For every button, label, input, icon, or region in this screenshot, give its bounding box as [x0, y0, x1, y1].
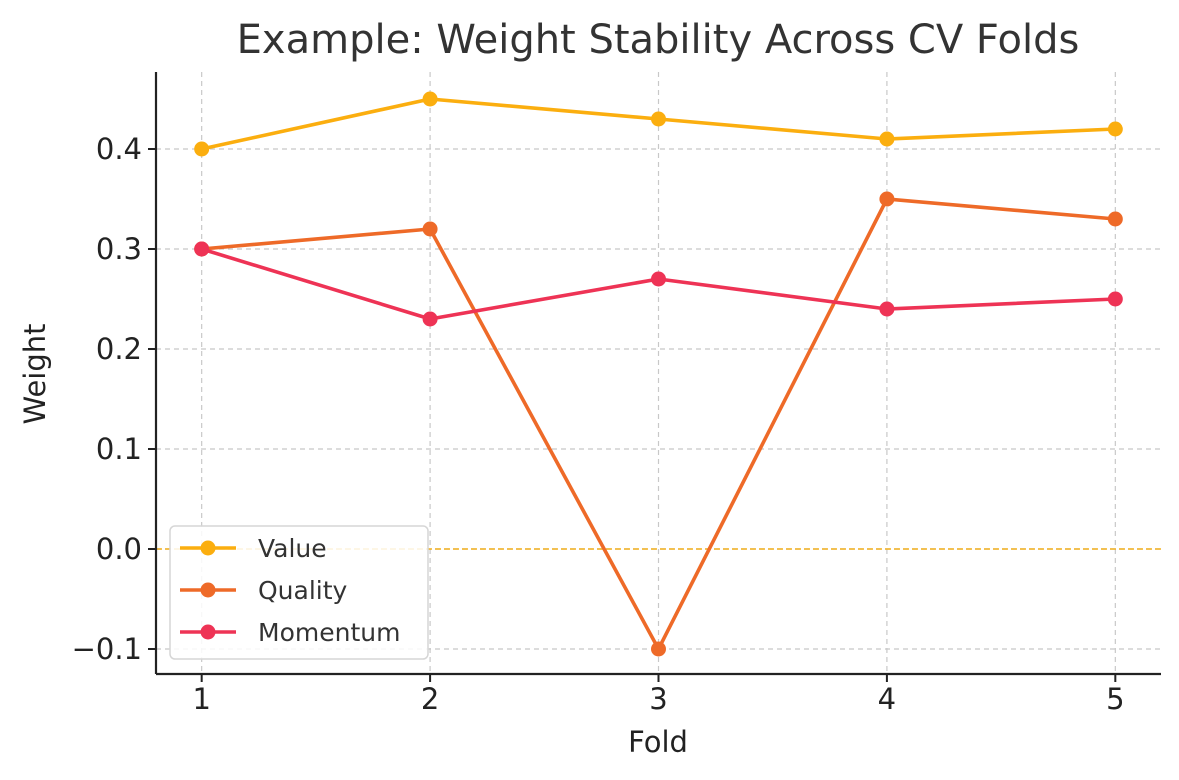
y-tick-label-1: −0.1 — [72, 632, 142, 666]
legend-label-momentum: Momentum — [258, 618, 400, 647]
data-point-momentum-1 — [194, 241, 210, 257]
data-point-quality-3 — [651, 641, 666, 657]
data-point-quality-2 — [422, 221, 438, 237]
legend-label-value: Value — [258, 534, 327, 563]
data-point-value-4 — [879, 131, 895, 147]
data-point-value-5 — [1107, 121, 1123, 137]
y-tick-label-3: 0.1 — [96, 432, 142, 466]
legend-marker-quality — [200, 582, 216, 598]
y-tick-label-6: 0.4 — [96, 132, 142, 166]
y-tick-label-4: 0.2 — [96, 332, 142, 366]
legend: Value Quality Momentum — [169, 525, 429, 660]
x-tick-label-2: 2 — [421, 682, 439, 716]
data-point-value-2 — [422, 91, 438, 107]
data-point-momentum-4 — [879, 301, 895, 317]
y-tick-label-2: 0.0 — [96, 532, 142, 566]
chart-title: Example: Weight Stability Across CV Fold… — [237, 17, 1080, 63]
data-point-quality-4 — [879, 191, 895, 207]
axes — [148, 72, 1161, 682]
x-tick-label-1: 1 — [192, 682, 210, 716]
x-tick-label-3: 3 — [649, 682, 667, 716]
legend-marker-momentum — [200, 624, 216, 640]
series-lines — [194, 91, 1123, 657]
data-point-value-1 — [194, 141, 210, 157]
data-point-quality-5 — [1107, 211, 1123, 227]
x-axis-label: Fold — [628, 725, 688, 759]
y-tick-label-5: 0.3 — [96, 232, 142, 266]
data-point-momentum-2 — [422, 311, 438, 327]
x-tick-label-5: 5 — [1106, 682, 1124, 716]
data-point-momentum-3 — [651, 271, 666, 287]
data-point-momentum-5 — [1107, 291, 1123, 307]
y-axis-label: Weight — [18, 323, 52, 424]
x-tick-label-4: 4 — [878, 682, 896, 716]
data-point-value-3 — [651, 111, 666, 127]
legend-marker-value — [200, 540, 216, 556]
legend-label-quality: Quality — [258, 576, 348, 605]
legend-box — [169, 525, 429, 660]
tick-labels: 1 2 3 4 5 −0.1 0.0 0.1 0.2 0.3 0.4 — [72, 132, 1125, 716]
